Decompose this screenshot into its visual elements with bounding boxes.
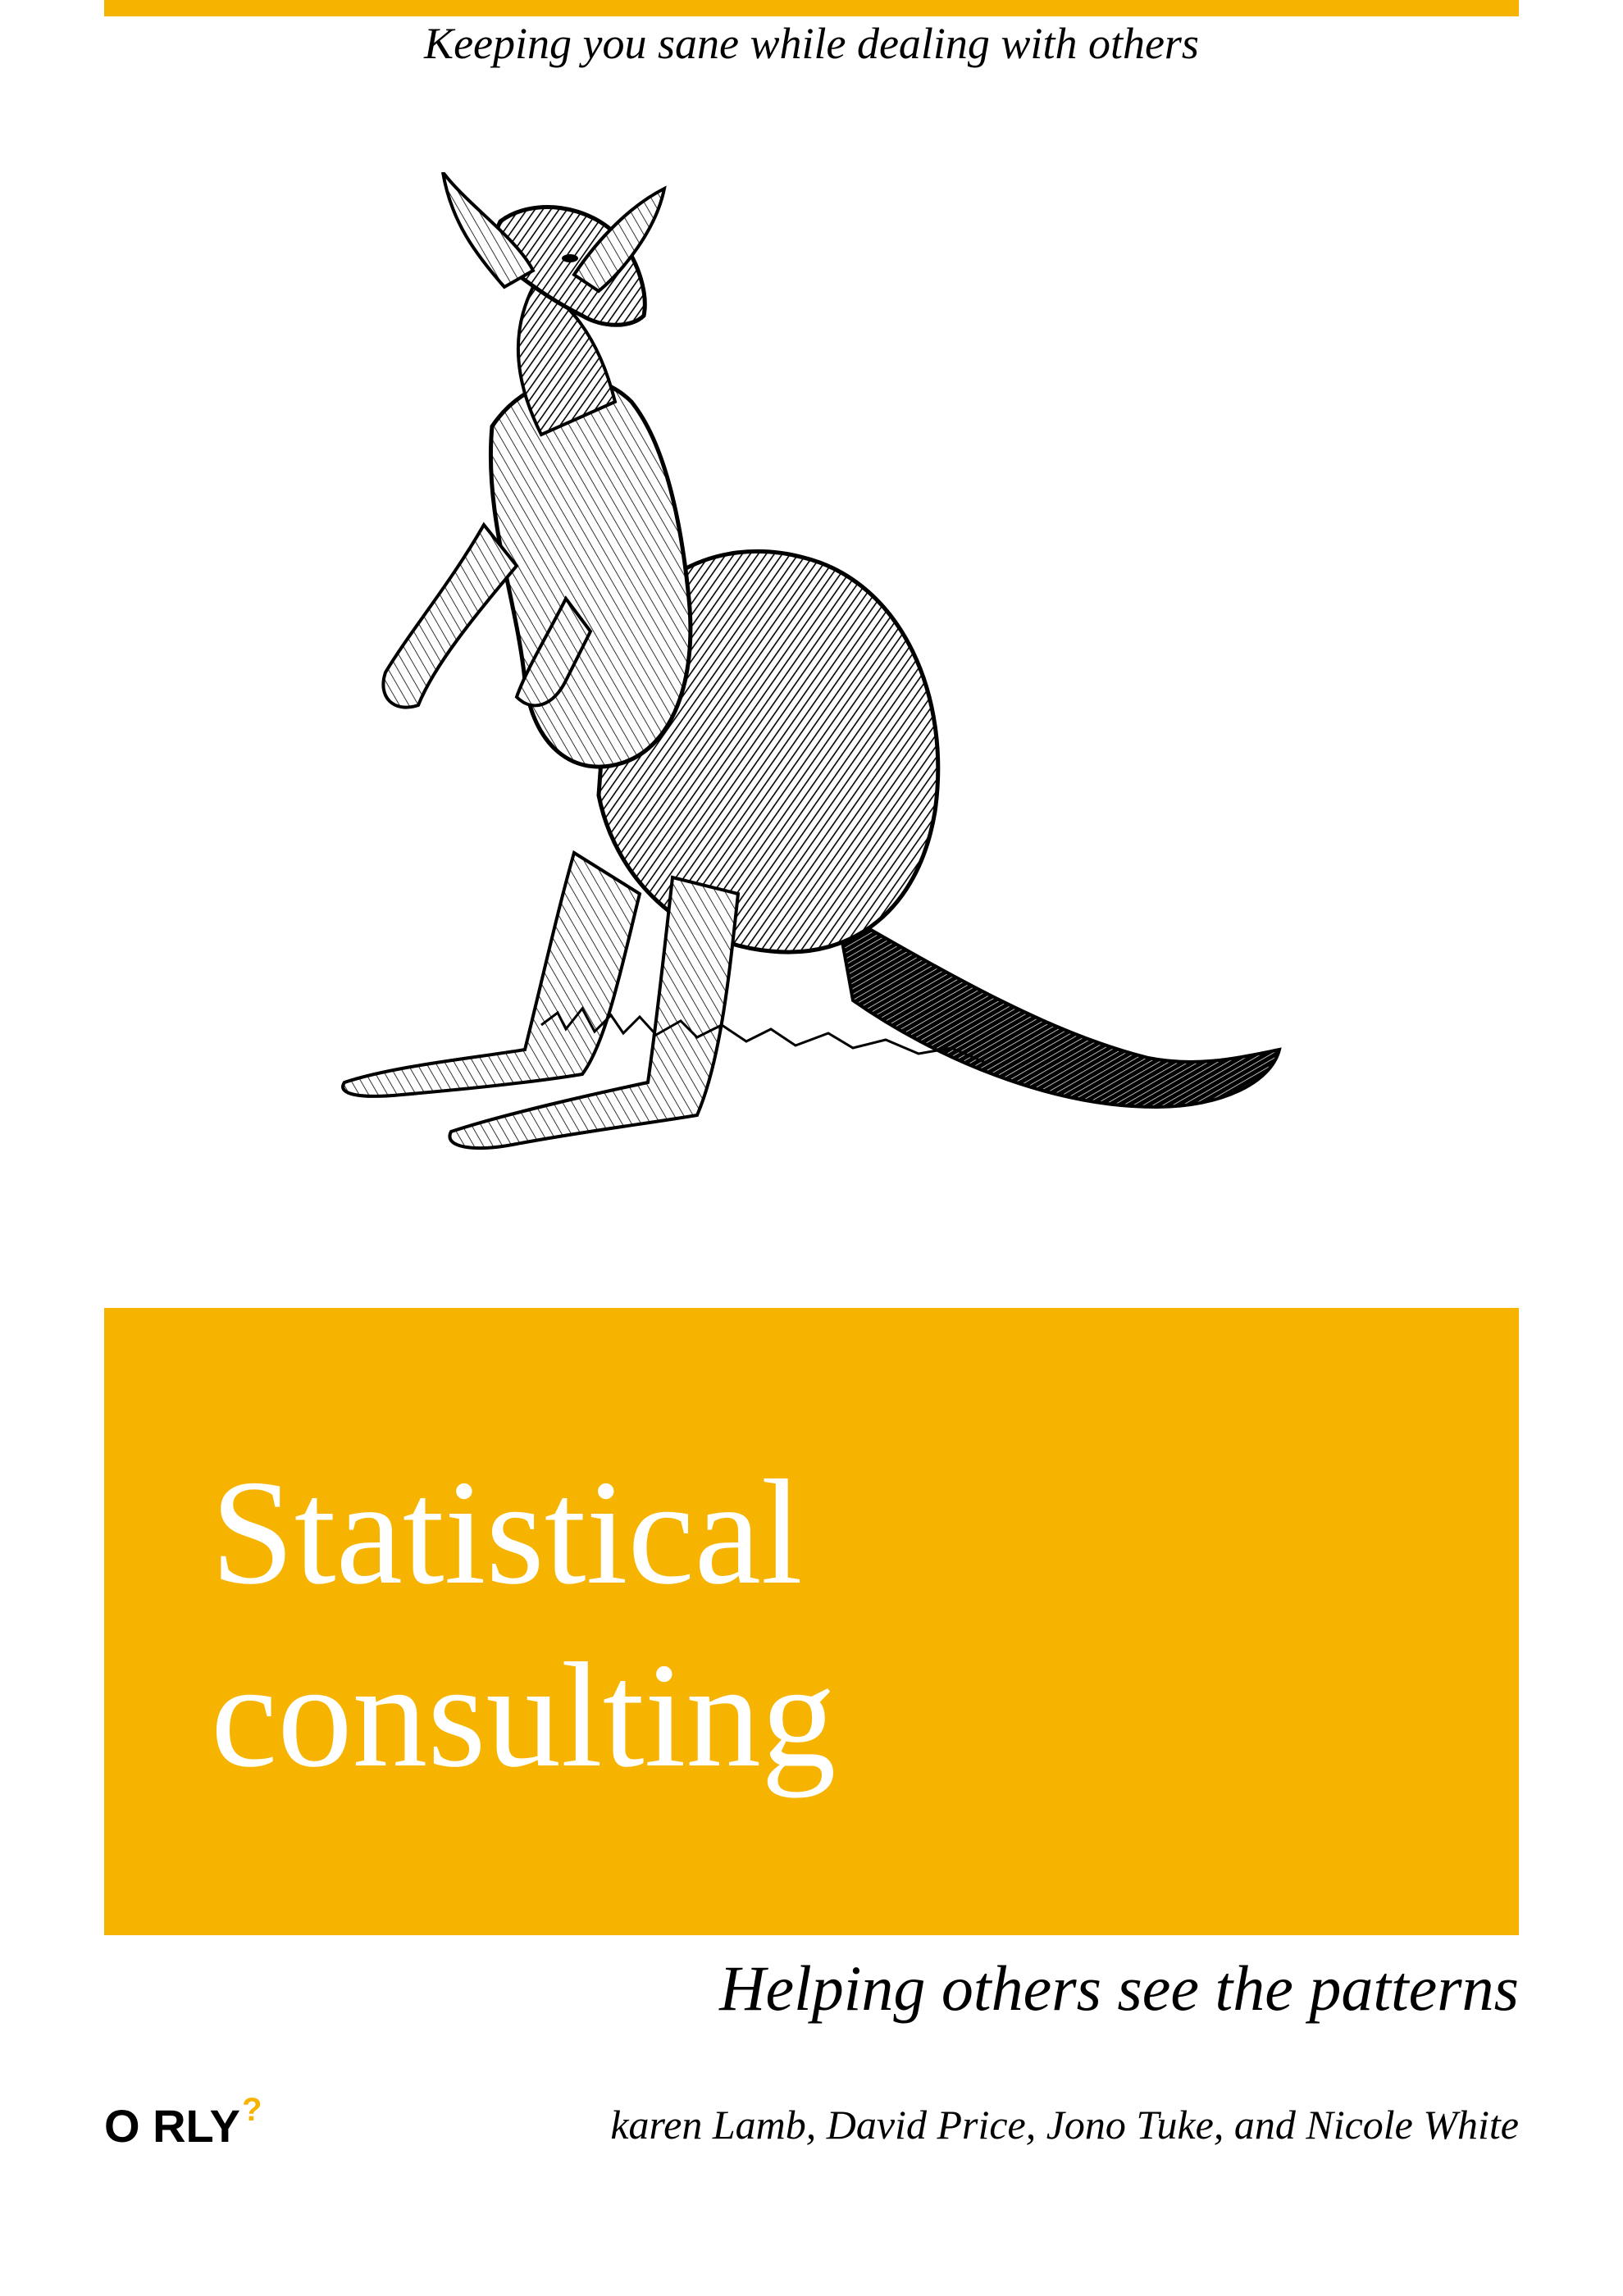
question-mark-icon: ? <box>241 2092 262 2128</box>
title-block: Statistical consulting <box>104 1308 1519 1935</box>
publisher-logo-text: O RLY <box>104 2100 240 2152</box>
cover-tagline: Keeping you sane while dealing with othe… <box>424 19 1199 68</box>
publisher-logo: O RLY? <box>104 2092 262 2152</box>
kangaroo-illustration <box>328 171 1296 1205</box>
cover-subtitle: Helping others see the patterns <box>719 1952 1519 2024</box>
title-line-1: Statistical <box>211 1449 803 1615</box>
title-line-2: consulting <box>211 1632 837 1798</box>
author-list: karen Lamb, David Price, Jono Tuke, and … <box>610 2102 1519 2148</box>
top-accent-bar <box>104 0 1519 16</box>
